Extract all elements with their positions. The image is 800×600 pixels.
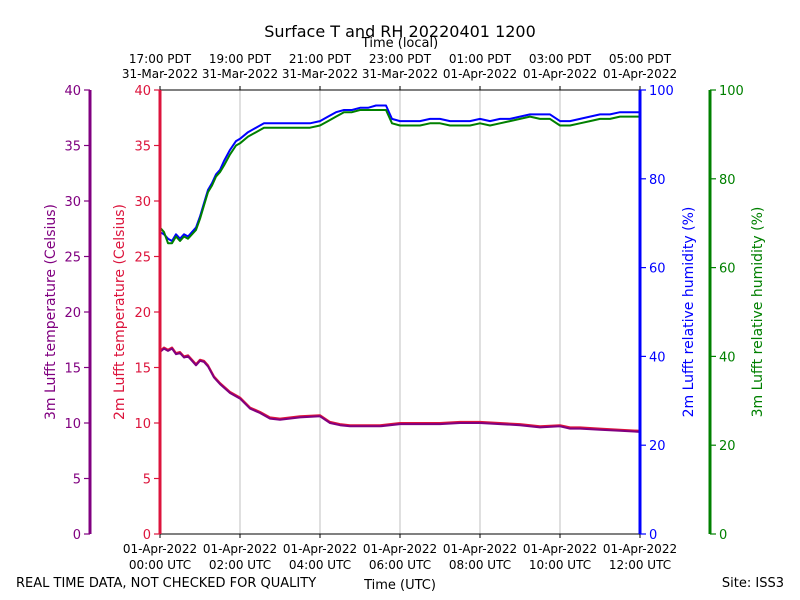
top-tick-label: 31-Mar-2022 — [362, 67, 438, 81]
top-tick-label: 01-Apr-2022 — [523, 67, 597, 81]
rh2m-axis-tick-label: 100 — [649, 84, 674, 99]
rh2m-axis-tick-label: 60 — [649, 262, 666, 277]
bottom-tick-label: 12:00 UTC — [609, 558, 671, 572]
bottom-axis-label: Time (UTC) — [363, 578, 436, 593]
top-tick-label: 17:00 PDT — [129, 52, 192, 66]
t3m-axis-label: 3m Lufft temperature (Celsius) — [43, 204, 59, 420]
top-tick-label: 01-Apr-2022 — [443, 67, 517, 81]
t2m-axis-tick-label: 30 — [134, 195, 151, 210]
top-tick-label: 31-Mar-2022 — [202, 67, 278, 81]
site-label: Site: ISS3 — [721, 576, 784, 591]
bottom-tick-label: 01-Apr-2022 — [363, 542, 437, 556]
series-line — [159, 109, 640, 245]
t3m-axis-tick-label: 25 — [64, 251, 81, 266]
bottom-tick-label: 10:00 UTC — [529, 558, 591, 572]
axes: 01-Apr-2022 00:00 UTC 01-Apr-2022 02:00 UTC… — [43, 52, 766, 572]
bottom-tick-label: 02:00 UTC — [209, 558, 271, 572]
bottom-tick-label: 01-Apr-2022 — [203, 542, 277, 556]
rh3m-axis-tick-label: 0 — [719, 528, 727, 543]
series-line — [159, 347, 641, 433]
plot-area — [159, 104, 641, 433]
t2m-axis-tick-label: 35 — [134, 140, 151, 155]
rh2m-axis-tick-label: 20 — [649, 439, 666, 454]
rh2m-axis-tick-label: 0 — [649, 528, 657, 543]
rh3m-axis-tick-label: 100 — [719, 84, 744, 99]
top-tick-label: 23:00 PDT — [369, 52, 432, 66]
top-tick-label: 19:00 PDT — [209, 52, 272, 66]
bottom-tick-label: 06:00 UTC — [369, 558, 431, 572]
t3m-axis-tick-label: 40 — [64, 84, 81, 99]
rh3m-axis-tick-label: 80 — [719, 173, 736, 188]
bottom-tick-label: 00:00 UTC — [129, 558, 191, 572]
top-tick-label: 21:00 PDT — [289, 52, 352, 66]
top-tick-label: 31-Mar-2022 — [282, 67, 358, 81]
top-tick-label: 31-Mar-2022 — [122, 67, 198, 81]
t2m-axis-tick-label: 10 — [134, 417, 151, 432]
quality-disclaimer: REAL TIME DATA, NOT CHECKED FOR QUALITY — [16, 576, 317, 591]
t3m-axis-tick-label: 0 — [73, 528, 81, 543]
rh3m-axis-tick-label: 40 — [719, 350, 736, 365]
rh3m-axis-label: 3m Lufft relative humidity (%) — [750, 207, 766, 418]
rh2m-axis-tick-label: 40 — [649, 350, 666, 365]
t3m-axis-tick-label: 35 — [64, 140, 81, 155]
t3m-axis-tick-label: 5 — [73, 473, 81, 488]
bottom-tick-label: 01-Apr-2022 — [123, 542, 197, 556]
t2m-axis-tick-label: 25 — [134, 251, 151, 266]
t2m-axis-tick-label: 20 — [134, 306, 151, 321]
t3m-axis-tick-label: 20 — [64, 306, 81, 321]
rh3m-axis-tick-label: 20 — [719, 439, 736, 454]
top-tick-label: 03:00 PDT — [529, 52, 592, 66]
t2m-axis-tick-label: 5 — [143, 473, 151, 488]
top-tick-label: 01:00 PDT — [449, 52, 512, 66]
top-axis-label: Time (local) — [361, 36, 438, 51]
t2m-axis-label: 2m Lufft temperature (Celsius) — [112, 204, 128, 420]
top-tick-label: 05:00 PDT — [609, 52, 672, 66]
t3m-axis-tick-label: 30 — [64, 195, 81, 210]
grid-lines — [239, 90, 561, 534]
chart-title: Surface T and RH 20220401 1200 — [264, 22, 536, 41]
rh2m-axis-tick-label: 80 — [649, 173, 666, 188]
bottom-tick-label: 01-Apr-2022 — [523, 542, 597, 556]
series-line — [159, 346, 641, 432]
rh2m-axis-label: 2m Lufft relative humidity (%) — [681, 207, 697, 418]
t2m-axis-tick-label: 15 — [134, 362, 151, 377]
bottom-tick-label: 08:00 UTC — [449, 558, 511, 572]
t3m-axis-tick-label: 15 — [64, 362, 81, 377]
t2m-axis-tick-label: 0 — [143, 528, 151, 543]
t2m-axis-tick-label: 40 — [134, 84, 151, 99]
top-tick-label: 01-Apr-2022 — [603, 67, 677, 81]
rh3m-axis-tick-label: 60 — [719, 262, 736, 277]
bottom-tick-label: 04:00 UTC — [289, 558, 351, 572]
t3m-axis-tick-label: 10 — [64, 417, 81, 432]
bottom-tick-label: 01-Apr-2022 — [603, 542, 677, 556]
bottom-tick-label: 01-Apr-2022 — [283, 542, 357, 556]
bottom-tick-label: 01-Apr-2022 — [443, 542, 517, 556]
